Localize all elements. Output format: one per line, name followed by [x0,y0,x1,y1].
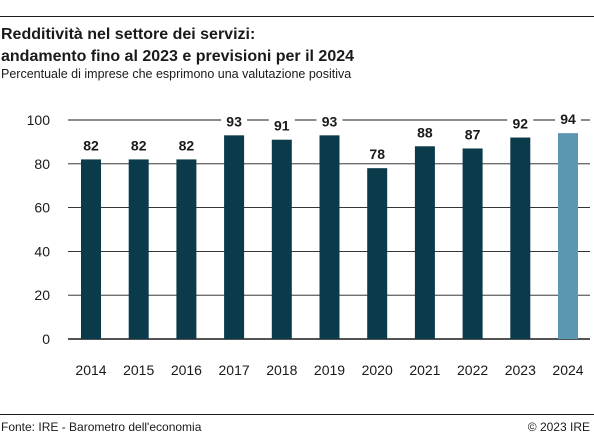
chart-title-line-2: andamento fino al 2023 e previsioni per … [1,48,355,65]
data-label-backdrop-2024 [555,109,581,128]
data-label-2023: 92 [513,116,529,132]
data-label-backdrop-2015 [125,135,152,154]
data-label-backdrop-2017 [221,111,248,130]
bar-2014 [81,159,101,339]
bar-2022 [462,148,483,339]
x-tick-label-2017: 2017 [219,362,250,378]
x-tick-label-2014: 2014 [75,362,106,378]
data-label-backdrop-2019 [316,111,343,130]
data-label-2022: 87 [465,126,481,142]
y-axis-ticks: 0 20 40 60 80 100 [27,112,51,347]
data-label-backdrop-2020 [364,144,391,163]
bar-2015 [128,159,149,339]
data-label-2019: 93 [322,113,338,129]
y-tick-label-40: 40 [34,243,50,259]
x-tick-label-2020: 2020 [362,362,393,378]
bottom-rule [0,414,594,415]
data-label-2015: 82 [131,137,147,153]
bar-2023 [510,137,531,339]
chart-title: Redditività nel settore dei servizi: and… [1,24,591,68]
bar-2020 [367,168,388,339]
data-label-2014: 82 [83,137,99,153]
x-tick-label-2019: 2019 [314,362,345,378]
bar-2019 [319,135,340,339]
data-label-backdrop-2023 [507,113,534,132]
data-label-2017: 93 [226,113,242,129]
data-label-backdrop-2018 [268,115,295,134]
source-note: Fonte: IRE - Barometro dell'economia [1,420,202,434]
bars [81,133,578,339]
x-tick-label-2022: 2022 [457,362,488,378]
chart-subtitle: Percentuale di imprese che esprimono una… [1,67,352,81]
bar-2024 [558,133,578,339]
x-axis-ticks: 2014 2015 2016 2017 2018 2019 2020 2021 2022 2023… [75,362,583,378]
copyright-note: © 2023 IRE [527,420,590,434]
data-label-backdrop-2014 [78,135,104,154]
data-label-2024: 94 [560,111,576,127]
x-tick-label-2015: 2015 [123,362,154,378]
y-tick-label-100: 100 [27,112,51,128]
data-label-backdrop-2022 [459,124,486,143]
data-labels: 82 82 82 93 91 93 78 88 87 92 94 [78,109,581,163]
bar-chart: 0 20 40 60 80 100 82 82 82 93 91 93 78 88 87 92 94 2014… [27,109,590,378]
bar-2017 [224,135,245,339]
chart-title-line-1: Redditività nel settore dei servizi: [1,26,256,43]
y-tick-label-20: 20 [34,287,50,303]
x-tick-label-2023: 2023 [505,362,536,378]
data-label-backdrop-2016 [173,135,200,154]
bar-2021 [414,146,435,339]
bar-2016 [176,159,197,339]
data-label-2021: 88 [417,124,433,140]
x-tick-label-2016: 2016 [171,362,202,378]
data-label-2018: 91 [274,118,290,134]
y-tick-label-60: 60 [34,200,50,216]
x-tick-label-2018: 2018 [266,362,297,378]
data-label-2020: 78 [369,146,385,162]
bar-2018 [271,139,292,339]
x-tick-label-2021: 2021 [409,362,440,378]
top-rule [0,16,594,17]
data-label-2016: 82 [179,137,195,153]
x-tick-label-2024: 2024 [552,362,583,378]
y-tick-label-0: 0 [42,331,50,347]
data-label-backdrop-2021 [411,122,438,141]
y-tick-label-80: 80 [34,156,50,172]
